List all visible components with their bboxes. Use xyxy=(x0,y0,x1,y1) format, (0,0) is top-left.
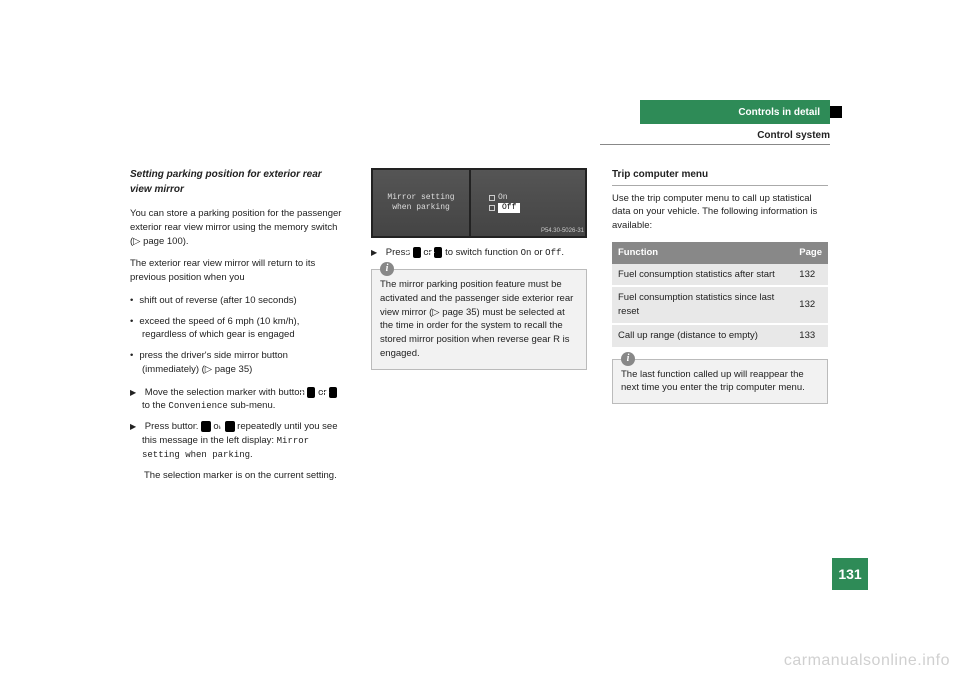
bullet-item: exceed the speed of 6 mph (10 km/h), reg… xyxy=(130,315,346,343)
checkbox-icon xyxy=(489,205,495,211)
up-icon: ▲ xyxy=(201,421,211,432)
column-3: Trip computer menu Use the trip computer… xyxy=(612,168,828,492)
col1-bullets: shift out of reverse (after 10 seconds) … xyxy=(130,294,346,377)
table-row: Call up range (distance to empty) 133 xyxy=(612,324,828,348)
column-2: Mirror setting when parking On Off P54.3… xyxy=(371,168,587,492)
section-subtitle: Control system xyxy=(757,130,830,141)
col1-steps: Move the selection marker with button + … xyxy=(130,386,346,483)
bullet-item: shift out of reverse (after 10 seconds) xyxy=(130,294,346,308)
plus-icon: + xyxy=(413,247,421,258)
info-note: The last function called up will reappea… xyxy=(612,359,828,405)
table-row: Fuel consumption statistics since last r… xyxy=(612,286,828,324)
manual-page: Controls in detail Control system Settin… xyxy=(130,100,830,620)
down-icon: ▼ xyxy=(225,421,235,432)
watermark: carmanualsonline.info xyxy=(784,652,950,670)
th-function: Function xyxy=(612,242,793,264)
display-left-panel: Mirror setting when parking xyxy=(373,170,469,236)
step-item: Press + or — to switch function On or Of… xyxy=(371,246,587,260)
section-title: Controls in detail xyxy=(738,107,820,118)
step-note: The selection marker is on the current s… xyxy=(142,469,346,483)
table-row: Fuel consumption statistics after start … xyxy=(612,264,828,287)
function-table: Function Page Fuel consumption statistic… xyxy=(612,242,828,349)
step-item: Press button ▲ or ▼ repeatedly until you… xyxy=(130,420,346,483)
display-right-panel: On Off xyxy=(471,170,585,236)
col1-p1: You can store a parking position for the… xyxy=(130,207,346,248)
col3-heading: Trip computer menu xyxy=(612,168,828,186)
section-header: Controls in detail xyxy=(640,100,830,124)
content-columns: Setting parking position for exterior re… xyxy=(130,168,830,492)
column-1: Setting parking position for exterior re… xyxy=(130,168,346,492)
col2-steps: Press + or — to switch function On or Of… xyxy=(371,246,587,260)
checkbox-icon xyxy=(489,195,495,201)
page-number: 131 xyxy=(832,558,868,590)
instrument-display-image: Mirror setting when parking On Off P54.3… xyxy=(371,168,587,238)
minus-icon: — xyxy=(329,387,337,398)
table-header-row: Function Page xyxy=(612,242,828,264)
divider xyxy=(600,144,830,145)
th-page: Page xyxy=(793,242,828,264)
col3-p1: Use the trip computer menu to call up st… xyxy=(612,192,828,233)
col1-heading: Setting parking position for exterior re… xyxy=(130,168,346,197)
image-ref: P54.30-5026-31 xyxy=(541,227,584,236)
bullet-item: press the driver's side mirror button (i… xyxy=(130,349,346,377)
step-item: Move the selection marker with button + … xyxy=(130,386,346,414)
col1-p2: The exterior rear view mirror will retur… xyxy=(130,257,346,285)
info-note: The mirror parking position feature must… xyxy=(371,269,587,370)
